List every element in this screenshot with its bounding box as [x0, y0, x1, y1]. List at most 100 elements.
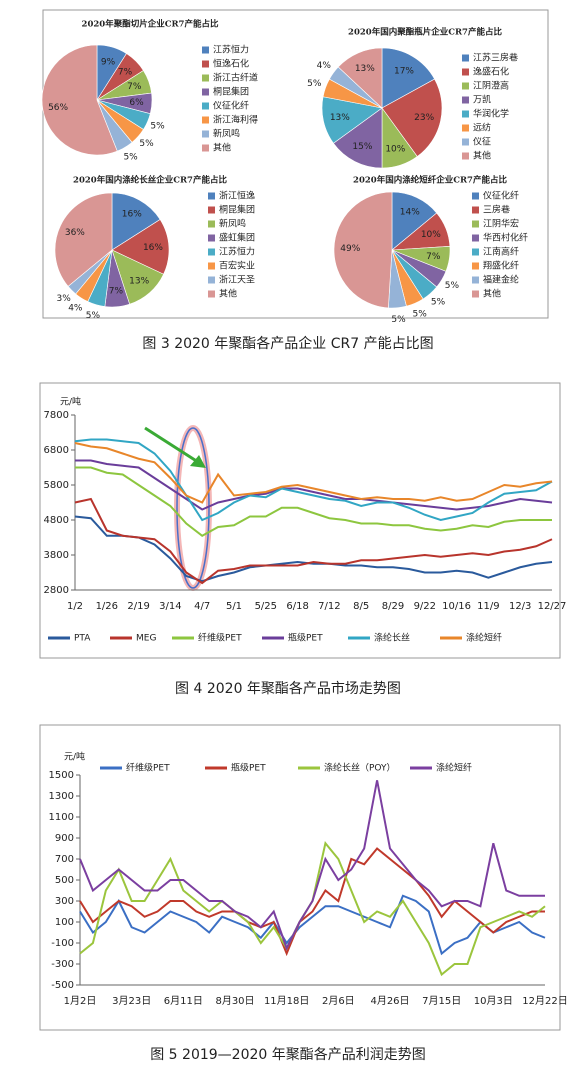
legend-label: 其他	[219, 288, 237, 300]
legend-swatch	[202, 130, 209, 138]
y-tick-label: 900	[55, 833, 74, 844]
data-label: 5%	[391, 315, 406, 325]
x-tick-label: 2月6日	[322, 995, 355, 1007]
pie-slice	[333, 191, 393, 309]
data-label: 5%	[307, 79, 322, 89]
x-tick-label: 4月26日	[370, 995, 409, 1007]
data-label: 7%	[127, 82, 142, 92]
legend-swatch	[472, 192, 479, 200]
legend-label: MEG	[136, 634, 156, 644]
legend-swatch	[472, 262, 479, 270]
legend-swatch	[202, 116, 209, 124]
y-tick-label: 2800	[44, 585, 69, 596]
x-tick-label: 11月18日	[264, 995, 309, 1007]
legend-swatch	[462, 152, 469, 160]
x-tick-label: 6/18	[286, 601, 308, 612]
legend-label: 江阴华宏	[483, 218, 519, 230]
legend-swatch	[462, 138, 469, 146]
arrow-head	[190, 455, 206, 468]
y-axis-label: 元/吨	[64, 751, 85, 763]
line-series	[74, 515, 553, 583]
legend-label: 浙江恒逸	[219, 190, 255, 202]
legend-label: 远纺	[473, 122, 491, 134]
figure-4-frame	[39, 382, 561, 659]
data-label: 16%	[122, 210, 142, 220]
y-tick-label: 1500	[49, 770, 74, 781]
legend-swatch	[462, 110, 469, 118]
data-label: 36%	[65, 228, 85, 238]
data-label: 13%	[330, 113, 350, 123]
data-label: 5%	[139, 139, 154, 149]
figure-3-frame	[42, 9, 549, 319]
legend-swatch	[462, 68, 469, 76]
x-tick-label: 12/3	[509, 601, 531, 612]
y-axis-label: 元/吨	[60, 396, 81, 408]
legend-label: 浙江海利得	[213, 114, 258, 126]
legend-swatch	[202, 144, 209, 152]
legend-swatch	[202, 46, 209, 54]
legend-label: 新凤鸣	[213, 128, 240, 140]
x-tick-label: 8月30日	[215, 995, 254, 1007]
y-tick-label: 5800	[44, 480, 69, 491]
x-tick-label: 11/9	[477, 601, 499, 612]
data-label: 10%	[421, 230, 441, 240]
pie-slice	[333, 107, 383, 169]
legend-label: 其他	[213, 142, 231, 154]
caption: 图 5 2019—2020 年聚酯各产品利润走势图	[150, 1047, 426, 1063]
data-label: 16%	[143, 243, 163, 253]
data-label: 9%	[101, 57, 116, 67]
annotation-arrow	[144, 426, 199, 464]
legend-label: 瓶级PET	[231, 762, 266, 774]
legend-swatch	[462, 124, 469, 132]
legend-label: 江南高纤	[483, 246, 519, 258]
x-tick-label: 5/1	[226, 601, 242, 612]
legend-label: 涤纶长丝（POY）	[324, 762, 396, 774]
line-series	[79, 847, 545, 957]
legend-label: 万凯	[473, 94, 491, 106]
x-tick-label: 3月23日	[112, 995, 151, 1007]
legend-label: 浙江古纤道	[213, 72, 258, 84]
data-label: 7%	[426, 252, 441, 262]
x-tick-label: 10月3日	[474, 995, 513, 1007]
data-label: 14%	[400, 208, 420, 218]
x-tick-label: 7/12	[318, 601, 340, 612]
x-tick-label: 9/22	[414, 601, 436, 612]
pie-slice	[41, 44, 118, 156]
legend-label: 纤维级PET	[126, 762, 170, 774]
legend-label: 浙江天圣	[219, 274, 255, 286]
data-label: 7%	[118, 67, 133, 77]
data-label: 49%	[340, 244, 360, 254]
pie-slice	[54, 192, 113, 287]
legend-label: 华润化学	[473, 108, 509, 120]
x-tick-label: 2/19	[127, 601, 149, 612]
legend-swatch	[202, 102, 209, 110]
data-label: 13%	[355, 64, 375, 74]
legend-label: 涤纶短纤	[466, 632, 502, 644]
legend-swatch	[208, 262, 215, 270]
legend-label: 盛虹集团	[219, 232, 255, 244]
line-series	[79, 841, 546, 977]
legend-swatch	[462, 54, 469, 62]
data-label: 23%	[414, 113, 434, 123]
x-tick-label: 1/2	[67, 601, 83, 612]
legend-label: 福建金纶	[483, 274, 519, 286]
pie-title: 2020年国内涤纶长丝企业CR7产能占比	[73, 175, 227, 186]
line-series	[75, 459, 553, 511]
y-tick-label: 700	[55, 854, 74, 865]
y-tick-label: 300	[55, 896, 74, 907]
y-tick-label: 7800	[44, 410, 69, 421]
pie-slice	[111, 192, 161, 251]
pie-slice	[337, 47, 383, 109]
y-tick-label: 500	[55, 875, 74, 886]
legend-label: 纤维级PET	[198, 632, 242, 644]
pie-slice	[111, 219, 170, 275]
legend-label: 其他	[483, 288, 501, 300]
legend-label: 新凤鸣	[219, 218, 246, 230]
y-tick-label: 100	[55, 917, 74, 928]
pie-title: 2020年国内聚酯瓶片企业CR7产能占比	[348, 27, 502, 38]
line-series	[74, 442, 553, 504]
legend-label: 江苏恒力	[213, 44, 249, 56]
legend-label: 三房巷	[483, 204, 510, 216]
